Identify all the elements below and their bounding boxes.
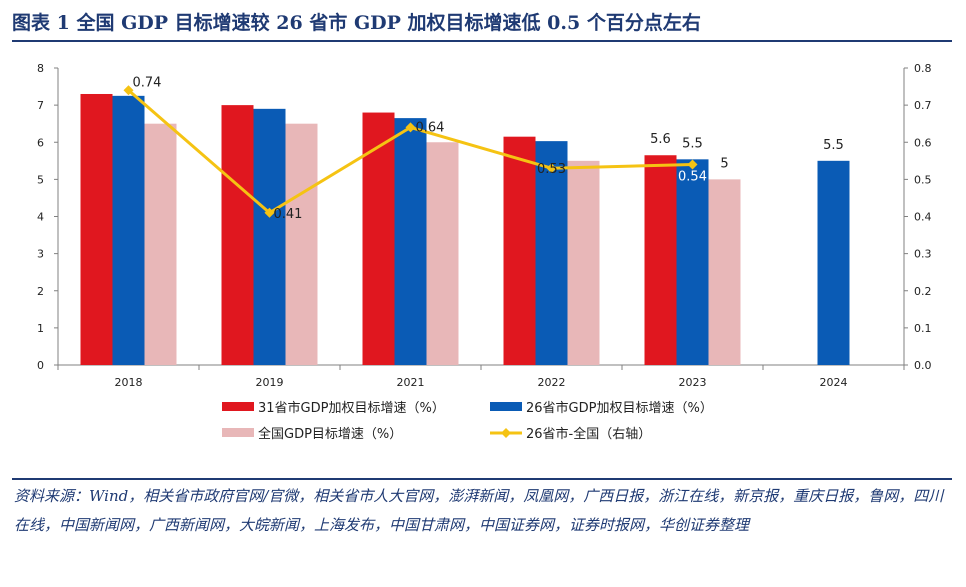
- diff-point-2023: [687, 159, 698, 170]
- data-label-1: 0.74: [133, 75, 162, 90]
- y-tick-label-left: 7: [37, 99, 44, 112]
- bar-national-2023: [708, 179, 741, 365]
- legend-swatch-3: [222, 428, 254, 437]
- legend-marker-4: [501, 428, 511, 438]
- y-tick-label-left: 8: [37, 62, 44, 75]
- y-tick-label-right: 0.4: [914, 211, 932, 224]
- data-label-5: 0.54: [678, 170, 707, 185]
- bar-line-chart: 0 1 2 3 4 5 6 7 8 0.0 0.1 0.2 0.3 0.4 0.5 0.6 0.7 0.8 2018…: [37, 62, 932, 442]
- y-tick-label-left: 1: [37, 322, 44, 335]
- x-tick-label: 2018: [115, 376, 143, 389]
- diff-point-2019: [264, 207, 275, 218]
- diff-point-2018: [123, 85, 134, 96]
- x-tick-label: 2021: [397, 376, 425, 389]
- y-tick-label-left: 6: [37, 136, 44, 149]
- bar-national-2021: [426, 142, 459, 365]
- y-tick-label-right: 0.0: [914, 359, 932, 372]
- bar-national-2018: [144, 123, 177, 365]
- title-divider: [12, 40, 952, 42]
- x-tick-label: 2022: [538, 376, 566, 389]
- diff-point-2021: [405, 122, 416, 133]
- legend-label-2: 26省市GDP加权目标增速（%）: [526, 400, 713, 416]
- data-label-4: 0.53: [537, 162, 566, 177]
- y-tick-label-left: 3: [37, 248, 44, 261]
- bar-s26-2021: [394, 118, 427, 366]
- y-tick-label-right: 0.6: [914, 136, 932, 149]
- data-label-6: 5.6: [650, 132, 671, 147]
- source-note: 资料来源：Wind，相关省市政府官网/官微，相关省市人大官网，澎湃新闻，凤凰网，…: [14, 487, 944, 534]
- bar-s31-2022: [503, 136, 536, 365]
- bar-s26-2018: [112, 95, 145, 365]
- y-tick-label-left: 4: [37, 211, 44, 224]
- bar-s31-2023: [644, 155, 677, 365]
- data-label-7: 5.5: [682, 136, 703, 151]
- bar-s31-2019: [221, 105, 254, 365]
- bar-s31-2021: [362, 112, 395, 365]
- data-label-3: 0.64: [416, 120, 445, 135]
- bar-s31-2018: [80, 93, 113, 366]
- y-tick-label-right: 0.3: [914, 248, 932, 261]
- y-tick-label-left: 0: [37, 359, 44, 372]
- y-tick-label-right: 0.8: [914, 62, 932, 75]
- data-label-8: 5: [720, 156, 728, 171]
- x-tick-label: 2019: [256, 376, 284, 389]
- bar-s26-2024: [817, 160, 850, 365]
- data-label-9: 5.5: [823, 138, 844, 153]
- bar-s26-2023: [676, 159, 709, 365]
- bar-national-2019: [285, 123, 318, 365]
- y-tick-label-right: 0.1: [914, 322, 932, 335]
- legend-label-4: 26省市-全国（右轴）: [526, 426, 651, 442]
- y-tick-label-right: 0.2: [914, 285, 932, 298]
- y-tick-label-right: 0.7: [914, 99, 932, 112]
- x-tick-label: 2024: [820, 376, 848, 389]
- legend-label-3: 全国GDP目标增速（%）: [258, 426, 402, 442]
- legend-swatch-1: [222, 402, 254, 411]
- legend-swatch-2: [490, 402, 522, 411]
- bar-s26-2022: [535, 141, 568, 365]
- data-label-2: 0.41: [274, 207, 303, 222]
- diff-point-2022: [546, 163, 557, 174]
- legend-label-1: 31省市GDP加权目标增速（%）: [258, 400, 445, 416]
- figure-title: 图表 1 全国 GDP 目标增速较 26 省市 GDP 加权目标增速低 0.5 …: [12, 12, 701, 34]
- y-tick-label-left: 2: [37, 285, 44, 298]
- y-tick-label-left: 5: [37, 173, 44, 186]
- y-tick-label-right: 0.5: [914, 173, 932, 186]
- bar-s26-2019: [253, 108, 286, 366]
- source-divider: [12, 478, 952, 480]
- bar-national-2022: [567, 160, 600, 365]
- x-tick-label: 2023: [679, 376, 707, 389]
